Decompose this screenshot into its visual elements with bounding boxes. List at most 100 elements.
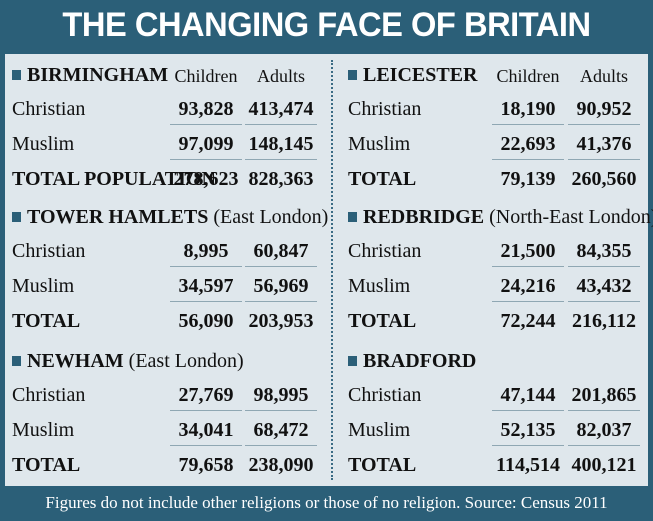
table-row: Muslim 24,216 43,432 [348, 271, 648, 303]
children-value: 93,828 [170, 94, 242, 125]
children-value: 79,139 [500, 168, 556, 190]
region-heading: NEWHAM (East London) [12, 350, 330, 374]
row-label: Christian [12, 98, 86, 120]
region-heading: TOWER HAMLETS (East London) [12, 206, 330, 230]
adults-value: 41,376 [568, 129, 640, 160]
region-section: BRADFORD Christian 47,144 201,865 Muslim 52,1… [348, 350, 648, 485]
row-label: Muslim [348, 275, 411, 297]
table-panel [5, 54, 648, 486]
table-row: TOTAL 72,244 216,112 [348, 306, 648, 338]
children-value: 22,693 [492, 129, 564, 160]
table-row: Muslim 34,597 56,969 [12, 271, 330, 303]
footer-note: Figures do not include other religions o… [45, 493, 608, 512]
bullet-square-icon [348, 70, 357, 80]
children-value: 34,041 [170, 415, 242, 446]
column-header-children: Children [496, 66, 560, 86]
bullet-square-icon [12, 356, 21, 366]
adults-value: 60,847 [245, 236, 317, 267]
row-label: Muslim [12, 419, 75, 441]
adults-value: 400,121 [571, 454, 637, 476]
children-value: 21,500 [492, 236, 564, 267]
column-header-children: Children [174, 66, 238, 86]
region-name: NEWHAM [27, 350, 124, 372]
bullet-square-icon [348, 356, 357, 366]
region-section: BIRMINGHAM Children Adults Christian 93,828 4… [12, 64, 330, 199]
row-label: Muslim [12, 275, 75, 297]
region-section: TOWER HAMLETS (East London) Christian 8,99… [12, 206, 330, 341]
row-label: Christian [348, 384, 422, 406]
table-row: Christian 47,144 201,865 [348, 380, 648, 412]
region-heading: LEICESTER [348, 64, 648, 88]
adults-value: 98,995 [245, 380, 317, 411]
row-label: TOTAL [348, 168, 417, 190]
region-heading: REDBRIDGE (North-East London) [348, 206, 653, 230]
adults-value: 43,432 [568, 271, 640, 302]
children-value: 97,099 [170, 129, 242, 160]
region-section: NEWHAM (East London) Christian 27,769 98,99… [12, 350, 330, 485]
bullet-square-icon [12, 70, 21, 80]
row-label: Christian [348, 240, 422, 262]
bullet-square-icon [348, 212, 357, 222]
region-subtitle: (East London) [208, 206, 329, 228]
table-row: Christian 18,190 90,952 [348, 94, 648, 126]
children-value: 47,144 [492, 380, 564, 411]
children-value: 27,769 [170, 380, 242, 411]
column-header-adults: Adults [579, 66, 628, 86]
table-row: Christian 27,769 98,995 [12, 380, 330, 412]
adults-value: 82,037 [568, 415, 640, 446]
table-row: Christian 8,995 60,847 [12, 236, 330, 268]
region-name: LEICESTER [363, 64, 478, 86]
region-name: BIRMINGHAM [27, 64, 169, 86]
row-label: TOTAL [12, 454, 81, 476]
region-name: BRADFORD [363, 350, 477, 372]
adults-value: 68,472 [245, 415, 317, 446]
table-row: TOTAL 79,658 238,090 [12, 450, 330, 482]
row-label: Christian [12, 240, 86, 262]
region-section: LEICESTER Children Adults Christian 18,190 90… [348, 64, 648, 199]
page-title: THE CHANGING FACE OF BRITAIN [62, 6, 591, 44]
table-row: Muslim 97,099 148,145 [12, 129, 330, 161]
table-row: Christian 21,500 84,355 [348, 236, 648, 268]
region-name: REDBRIDGE [363, 206, 485, 228]
children-value: 18,190 [492, 94, 564, 125]
row-label: TOTAL [348, 454, 417, 476]
children-value: 114,514 [496, 454, 560, 476]
column-divider [331, 60, 333, 480]
row-label: Christian [348, 98, 422, 120]
table-row: Christian 93,828 413,474 [12, 94, 330, 126]
children-value: 56,090 [178, 310, 234, 332]
table-row: TOTAL 56,090 203,953 [12, 306, 330, 338]
bullet-square-icon [12, 212, 21, 222]
region-name: TOWER HAMLETS [27, 206, 209, 228]
adults-value: 413,474 [245, 94, 317, 125]
adults-value: 216,112 [572, 310, 636, 332]
region-section: REDBRIDGE (North-East London) Christian 21… [348, 206, 653, 341]
table-row: Muslim 22,693 41,376 [348, 129, 648, 161]
row-label: TOTAL [12, 310, 81, 332]
table-row: Muslim 52,135 82,037 [348, 415, 648, 447]
column-header-adults: Adults [256, 66, 305, 86]
adults-value: 238,090 [248, 454, 314, 476]
table-row: Muslim 34,041 68,472 [12, 415, 330, 447]
adults-value: 90,952 [568, 94, 640, 125]
adults-value: 260,560 [571, 168, 637, 190]
children-value: 8,995 [170, 236, 242, 267]
row-label: Christian [12, 384, 86, 406]
row-label: TOTAL [348, 310, 417, 332]
children-value: 278,623 [173, 168, 239, 190]
adults-value: 148,145 [245, 129, 317, 160]
adults-value: 201,865 [568, 380, 640, 411]
row-label: Muslim [348, 133, 411, 155]
row-label: Muslim [348, 419, 411, 441]
region-heading: BRADFORD [348, 350, 648, 374]
adults-value: 84,355 [568, 236, 640, 267]
region-heading: BIRMINGHAM [12, 64, 330, 88]
table-row: TOTAL 114,514 400,121 [348, 450, 648, 482]
table-row: TOTAL POPULATION 278,623 828,363 [12, 164, 330, 196]
children-value: 34,597 [170, 271, 242, 302]
children-value: 72,244 [500, 310, 556, 332]
adults-value: 203,953 [248, 310, 314, 332]
children-value: 79,658 [178, 454, 234, 476]
children-value: 52,135 [492, 415, 564, 446]
adults-value: 828,363 [248, 168, 314, 190]
